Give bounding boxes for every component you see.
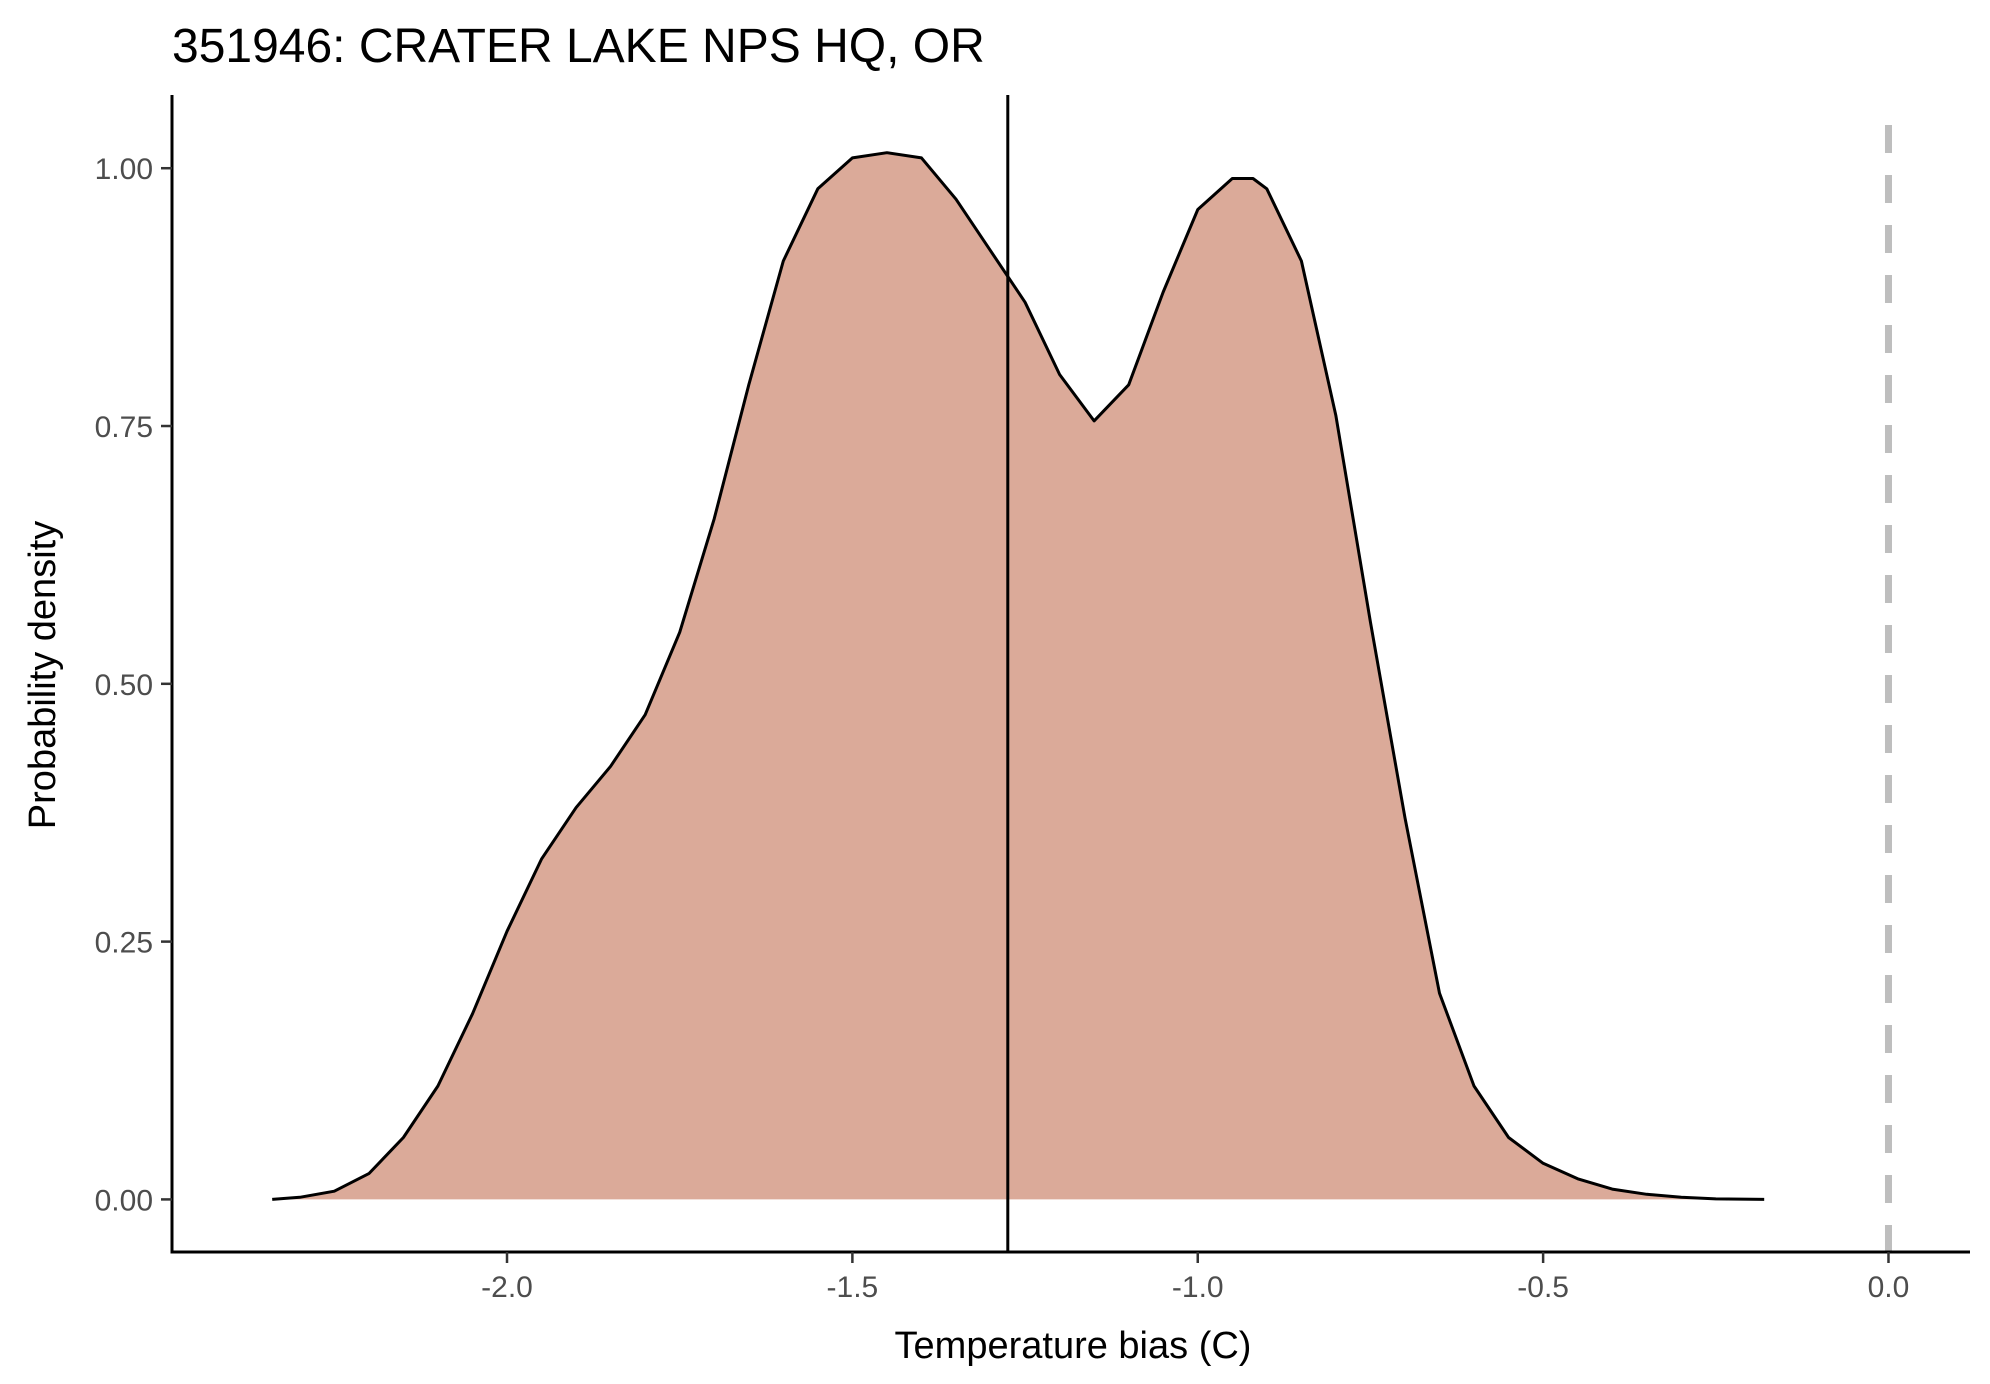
y-tick-label: 0.50 <box>95 669 153 702</box>
axes-layer: -2.0 -1.5 -1.0 -0.5 0.0 0.00 0.25 0.50 0.75 1.00 <box>95 95 1970 1304</box>
y-tick-label: 1.00 <box>95 153 153 186</box>
x-tick-label: -1.0 <box>1172 1271 1224 1304</box>
y-tick-label: 0.75 <box>95 411 153 444</box>
x-tick-label: -2.0 <box>481 1271 533 1304</box>
x-tick-label: -0.5 <box>1517 1271 1569 1304</box>
x-tick-label: -1.5 <box>827 1271 879 1304</box>
density-curve <box>272 151 1765 1201</box>
x-axis-title: Temperature bias (C) <box>895 1325 1252 1367</box>
x-tick-label: 0.0 <box>1868 1271 1910 1304</box>
chart-title: 351946: CRATER LAKE NPS HQ, OR <box>172 20 985 73</box>
y-tick-label: 0.25 <box>95 927 153 960</box>
density-area <box>272 152 1765 1200</box>
data-layer <box>272 95 1892 1252</box>
y-tick-label: 0.00 <box>95 1184 153 1217</box>
y-axis-title: Probability density <box>22 521 64 829</box>
